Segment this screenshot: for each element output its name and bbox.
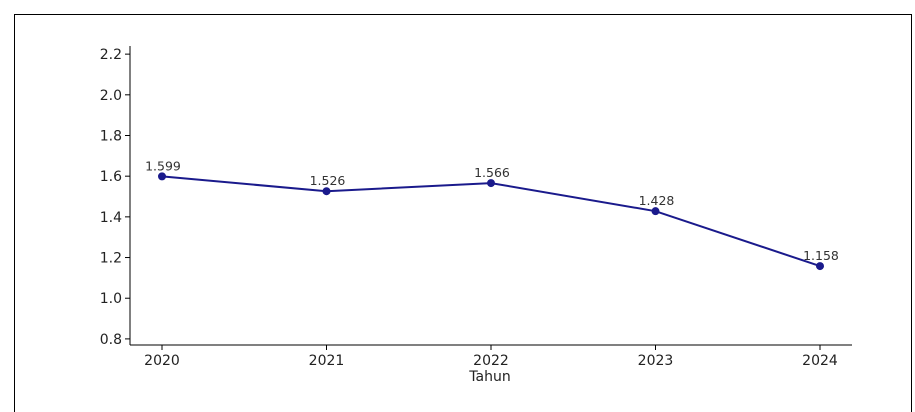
y-tick-label: 1.8 [100, 128, 122, 144]
data-point [651, 207, 660, 216]
x-tick-label: 2020 [144, 353, 180, 369]
series-layer [158, 172, 824, 271]
y-tick-label: 1.0 [100, 291, 122, 307]
x-tick-label: 2024 [802, 353, 838, 369]
series-line [161, 175, 821, 268]
y-tick-label: 2.0 [100, 88, 122, 104]
x-tick-label: 2021 [309, 353, 345, 369]
x-tick-label: 2023 [638, 353, 674, 369]
data-label: 1.526 [310, 173, 346, 188]
y-tick-label: 2.2 [100, 47, 122, 63]
x-tick-label: 2022 [473, 353, 509, 369]
y-ticks: 0.8 1.0 1.2 1.4 1.6 1.8 2.0 2.2 [100, 47, 130, 348]
data-point [487, 179, 495, 188]
data-labels: 1.599 1.526 1.566 1.428 1.158 [145, 158, 839, 263]
chart-frame [14, 14, 912, 412]
x-ticks: 2020 2021 2022 2023 2024 [144, 345, 838, 369]
data-label: 1.428 [639, 193, 675, 208]
data-label: 1.158 [803, 248, 839, 263]
data-point [158, 172, 166, 181]
data-point [322, 187, 331, 196]
y-tick-label: 0.8 [100, 332, 122, 348]
y-tick-label: 1.4 [100, 210, 122, 226]
data-point [816, 262, 824, 271]
y-tick-label: 1.2 [100, 251, 122, 267]
chart-axes [129, 46, 852, 346]
x-axis-title: Tahun [468, 369, 510, 385]
data-label: 1.566 [474, 165, 510, 180]
data-label: 1.599 [145, 158, 181, 173]
y-tick-label: 1.6 [100, 169, 122, 185]
